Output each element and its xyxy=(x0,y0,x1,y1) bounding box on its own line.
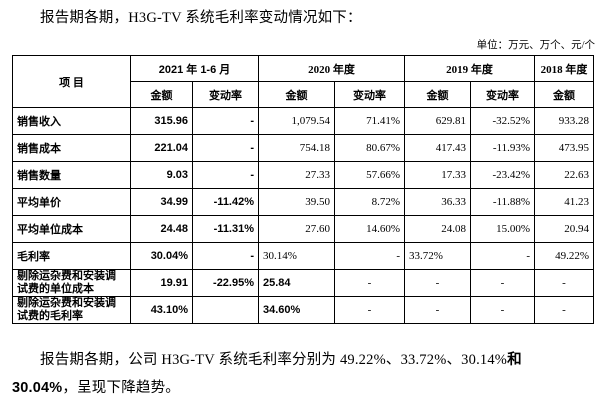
table-row: 销售成本 221.04 - 754.18 80.67% 417.43 -11.9… xyxy=(12,134,595,162)
table-cell: 80.67% xyxy=(334,134,406,162)
table-cell: 15.00% xyxy=(470,215,536,243)
table-cell: 33.72% xyxy=(404,242,472,270)
conclusion-text-line2: 30.04%，呈现下降趋势。 xyxy=(12,376,180,397)
header-amount: 金额 xyxy=(404,81,472,108)
header-period-2020: 2020 年度 xyxy=(258,55,406,82)
table-cell: 629.81 xyxy=(404,107,472,135)
header-amount: 金额 xyxy=(258,81,336,108)
table-row: 平均单位成本 24.48 -11.31% 27.60 14.60% 24.08 … xyxy=(12,215,595,243)
header-item: 项 目 xyxy=(12,55,131,108)
table-cell xyxy=(191,296,260,324)
table-cell: - xyxy=(191,107,260,135)
conclusion-text: 报告期各期，公司 H3G-TV 系统毛利率分别为 49.22%、33.72%、3… xyxy=(40,348,522,369)
gross-margin-table: 项 目 2021 年 1-6 月 2020 年度 2019 年度 2018 年度… xyxy=(12,55,595,324)
header-change-rate: 变动率 xyxy=(470,81,536,108)
table-cell: 27.33 xyxy=(258,161,336,189)
table-cell: - xyxy=(470,242,536,270)
header-amount: 金额 xyxy=(534,81,595,108)
table-cell: 34.99 xyxy=(130,188,193,216)
table-cell: -22.95% xyxy=(191,269,260,297)
table-cell: -11.88% xyxy=(470,188,536,216)
row-label: 销售收入 xyxy=(12,107,131,135)
header-amount: 金额 xyxy=(130,81,193,108)
table-cell: 17.33 xyxy=(404,161,472,189)
table-cell: - xyxy=(404,296,472,324)
conclusion-tail: ，呈现下降趋势。 xyxy=(62,380,180,396)
table-cell: - xyxy=(534,269,595,297)
table-cell: 39.50 xyxy=(258,188,336,216)
header-period-2018: 2018 年度 xyxy=(534,55,595,82)
header-period-2019: 2019 年度 xyxy=(404,55,536,82)
table-cell: 417.43 xyxy=(404,134,472,162)
table-cell: -23.42% xyxy=(470,161,536,189)
header-change-rate: 变动率 xyxy=(334,81,406,108)
table-cell: 41.23 xyxy=(534,188,595,216)
table-cell: 27.60 xyxy=(258,215,336,243)
table-cell: 754.18 xyxy=(258,134,336,162)
table-row: 销售数量 9.03 - 27.33 57.66% 17.33 -23.42% 2… xyxy=(12,161,595,189)
table-cell: 24.48 xyxy=(130,215,193,243)
row-label: 剔除运杂费和安装调试费的毛利率 xyxy=(12,296,131,324)
row-label: 毛利率 xyxy=(12,242,131,270)
table-cell: 36.33 xyxy=(404,188,472,216)
table-row: 剔除运杂费和安装调试费的毛利率 43.10% 34.60% - - - - xyxy=(12,296,595,324)
table-cell: 43.10% xyxy=(130,296,193,324)
table-cell: 8.72% xyxy=(334,188,406,216)
table-cell: 9.03 xyxy=(130,161,193,189)
table-cell: - xyxy=(404,269,472,297)
table-cell: - xyxy=(534,296,595,324)
table-cell: -11.93% xyxy=(470,134,536,162)
table-row: 剔除运杂费和安装调试费的单位成本 19.91 -22.95% 25.84 - -… xyxy=(12,269,595,297)
table-cell: -11.42% xyxy=(191,188,260,216)
table-cell: 221.04 xyxy=(130,134,193,162)
row-label: 销售成本 xyxy=(12,134,131,162)
table-cell: 473.95 xyxy=(534,134,595,162)
table-cell: - xyxy=(191,134,260,162)
row-label: 销售数量 xyxy=(12,161,131,189)
table-row: 平均单价 34.99 -11.42% 39.50 8.72% 36.33 -11… xyxy=(12,188,595,216)
table-cell: - xyxy=(191,161,260,189)
table-cell: - xyxy=(334,242,406,270)
table-cell: 57.66% xyxy=(334,161,406,189)
table-cell: - xyxy=(191,242,260,270)
table-cell: 30.14% xyxy=(258,242,336,270)
table-cell: - xyxy=(470,296,536,324)
table-cell: 315.96 xyxy=(130,107,193,135)
conclusion-and: 和 xyxy=(507,352,522,368)
table-cell: - xyxy=(470,269,536,297)
table-cell: 14.60% xyxy=(334,215,406,243)
table-cell: 25.84 xyxy=(258,269,336,297)
row-label: 剔除运杂费和安装调试费的单位成本 xyxy=(12,269,131,297)
row-label: 平均单价 xyxy=(12,188,131,216)
table-cell: 71.41% xyxy=(334,107,406,135)
table-cell: 30.04% xyxy=(130,242,193,270)
conclusion-value: 30.04% xyxy=(12,380,63,396)
unit-note: 单位：万元、万个、元/个 xyxy=(476,40,595,51)
table-cell: 1,079.54 xyxy=(258,107,336,135)
table-cell: 19.91 xyxy=(130,269,193,297)
table-cell: -11.31% xyxy=(191,215,260,243)
table-cell: - xyxy=(334,269,406,297)
row-label: 平均单位成本 xyxy=(12,215,131,243)
table-cell: 34.60% xyxy=(258,296,336,324)
header-change-rate: 变动率 xyxy=(191,81,260,108)
intro-text: 报告期各期，H3G-TV 系统毛利率变动情况如下： xyxy=(40,10,362,26)
header-period-2021h1: 2021 年 1-6 月 xyxy=(129,55,260,82)
table-cell: 49.22% xyxy=(534,242,595,270)
table-cell: 933.28 xyxy=(534,107,595,135)
table-cell: 20.94 xyxy=(534,215,595,243)
table-cell: -32.52% xyxy=(470,107,536,135)
table-row: 销售收入 315.96 - 1,079.54 71.41% 629.81 -32… xyxy=(12,107,595,135)
table-cell: 22.63 xyxy=(534,161,595,189)
table-cell: - xyxy=(334,296,406,324)
table-cell: 24.08 xyxy=(404,215,472,243)
conclusion-main: 报告期各期，公司 H3G-TV 系统毛利率分别为 49.22%、33.72%、3… xyxy=(40,352,508,368)
table-row: 毛利率 30.04% - 30.14% - 33.72% - 49.22% xyxy=(12,242,595,270)
